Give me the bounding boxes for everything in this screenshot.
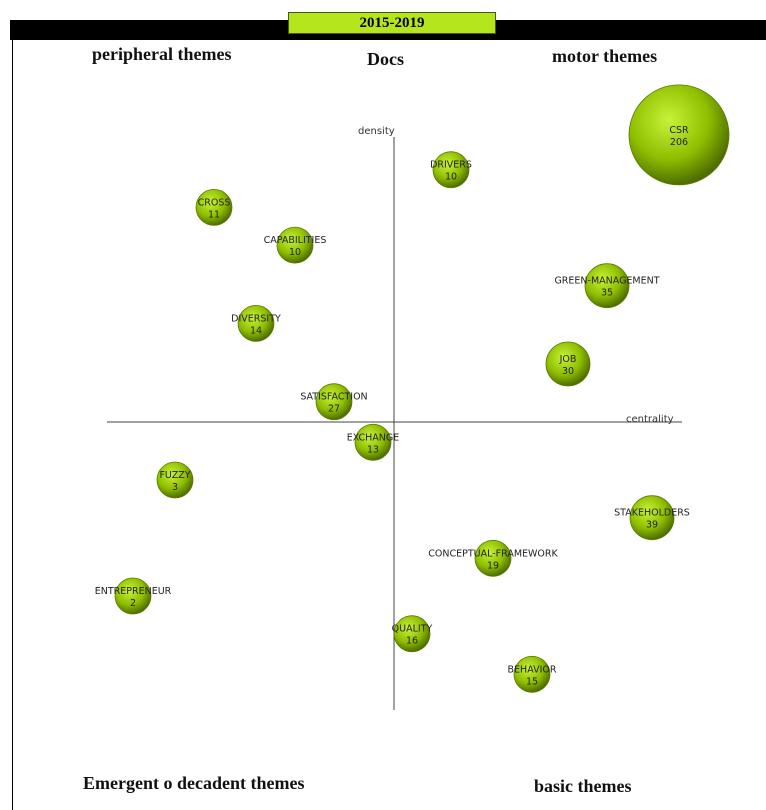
bubble-label: FUZZY [159, 470, 190, 481]
bubble-circle [393, 615, 431, 653]
bubble-count: 39 [646, 520, 658, 531]
bubble-circle [513, 655, 551, 693]
bubble-count: 13 [367, 444, 379, 455]
bubble-label: CONCEPTUAL-FRAMEWORK [428, 548, 558, 559]
bubble-circle [114, 577, 152, 615]
quadrant-label-top-center: Docs [367, 49, 404, 69]
bubble-label: JOB [559, 354, 577, 365]
bubble-count: 11 [208, 209, 220, 220]
bubble-label: GREEN-MANAGEMENT [554, 276, 659, 287]
bubble-circle [276, 226, 314, 264]
bubble-count: 3 [172, 482, 178, 493]
bubble-circle [432, 151, 470, 189]
bubble-circle [315, 383, 353, 421]
bubble-circle [354, 423, 392, 461]
bubble-count: 16 [406, 636, 418, 647]
bubble-count: 30 [562, 366, 574, 377]
bubble-label: EXCHANGE [347, 432, 400, 443]
bubble-count: 19 [487, 560, 499, 571]
bubble-label: BEHAVIOR [508, 664, 557, 675]
quadrant-label-top-left: peripheral themes [92, 44, 232, 64]
bubble-label: SATISFACTION [300, 392, 367, 403]
bubble-count: 206 [670, 137, 688, 148]
x-axis-label: centrality [626, 414, 674, 425]
bubble-circle [474, 539, 512, 577]
bubble-circle [237, 304, 275, 342]
chart-frame [12, 40, 766, 810]
bubble-count: 10 [289, 247, 301, 258]
bubble-circle [545, 341, 591, 387]
bubble-circle [195, 188, 233, 226]
bubble-count: 14 [250, 325, 262, 336]
bubble-count: 2 [130, 598, 136, 609]
bubble-count: 10 [445, 172, 457, 183]
bubble-label: CAPABILITIES [264, 235, 327, 246]
quadrant-label-bottom-right: basic themes [534, 776, 632, 796]
bubble-label: QUALITY [392, 624, 433, 635]
quadrant-label-bottom-left: Emergent o decadent themes [83, 773, 305, 793]
bubble-label: STAKEHOLDERS [614, 508, 690, 519]
bubble-count: 35 [601, 288, 613, 299]
bubble-label: ENTREPRENEUR [95, 586, 172, 597]
bubble-label: DRIVERS [430, 160, 472, 171]
bubble-count: 27 [328, 404, 340, 415]
bubble-label: DIVERSITY [231, 313, 281, 324]
bubble-label: CSR [669, 125, 689, 136]
bubble-label: CROSS [198, 197, 231, 208]
quadrant-label-top-right: motor themes [552, 46, 658, 66]
bubble-circle [628, 84, 730, 186]
period-label: 2015-2019 [288, 12, 496, 34]
bubble-circle [629, 495, 675, 541]
bubble-circle [156, 461, 194, 499]
y-axis-label: density [358, 126, 395, 137]
bubble-count: 15 [526, 676, 538, 687]
bubble-circle [584, 263, 630, 309]
